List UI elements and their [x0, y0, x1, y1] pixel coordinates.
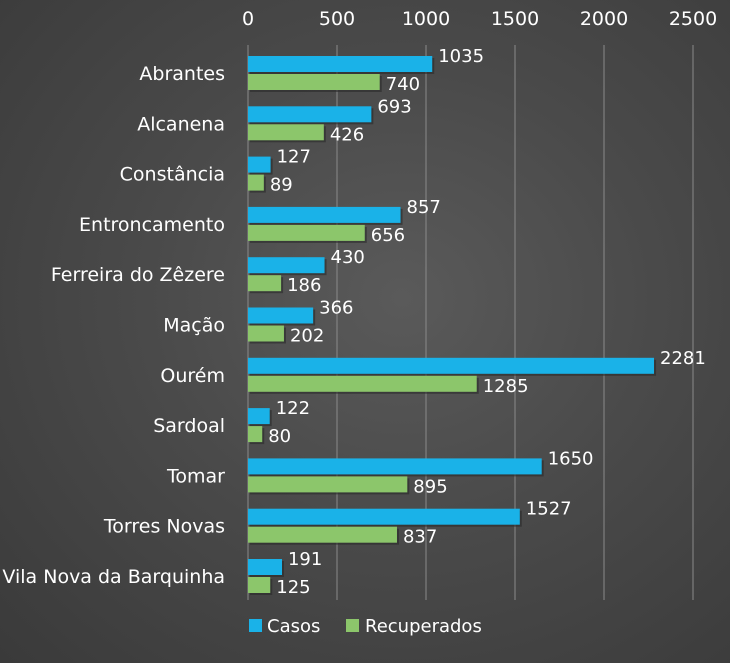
category-label: Abrantes: [139, 63, 225, 85]
data-label: 1527: [526, 499, 572, 520]
data-label: 127: [277, 147, 311, 168]
bar-recuperados: [248, 174, 264, 191]
category-label: Entroncamento: [79, 214, 225, 236]
bar-casos: [248, 357, 655, 374]
category-label: Tomar: [166, 465, 225, 487]
category-labels: Abrantes Alcanena Constância Entroncamento F…: [2, 63, 225, 588]
x-tick-label: 1000: [402, 8, 450, 30]
bar-casos: [248, 257, 325, 274]
bar-recuperados: [248, 275, 282, 292]
category-label: Ferreira do Zêzere: [51, 264, 225, 286]
category-label: Sardoal: [153, 415, 225, 437]
data-label: 837: [403, 527, 437, 548]
bar-casos: [248, 508, 520, 525]
bar-recuperados: [248, 476, 408, 493]
bar-casos: [248, 56, 433, 72]
category-label: Torres Novas: [103, 516, 225, 538]
x-axis-ticks: 0 500 1000 1500 2000 2500: [242, 8, 717, 30]
data-label: 122: [276, 398, 310, 419]
bar-casos: [248, 559, 282, 575]
x-tick-label: 2500: [669, 8, 717, 30]
data-label: 693: [377, 96, 411, 117]
category-label: Vila Nova da Barquinha: [2, 566, 225, 588]
data-label: 125: [276, 577, 310, 598]
bar-recuperados: [248, 577, 271, 593]
data-label: 740: [386, 74, 420, 95]
data-label: 191: [288, 549, 322, 570]
data-label: 1285: [483, 376, 529, 397]
legend: Casos Recuperados: [249, 616, 482, 637]
bar-casos: [248, 458, 542, 475]
data-label: 202: [290, 326, 324, 347]
x-tick-label: 2000: [580, 8, 628, 30]
x-tick-label: 0: [242, 8, 254, 30]
data-label: 366: [319, 298, 353, 319]
data-label: 186: [287, 275, 321, 296]
category-label: Alcanena: [137, 113, 225, 135]
bar-casos: [248, 106, 372, 123]
bar-recuperados: [248, 124, 324, 141]
x-tick-label: 500: [319, 8, 355, 30]
bar-recuperados: [248, 224, 365, 241]
bar-recuperados: [248, 325, 284, 342]
bar-casos: [248, 408, 270, 425]
data-label: 1650: [548, 448, 594, 469]
legend-swatch: [346, 619, 359, 632]
data-label: 430: [331, 247, 365, 268]
bar-recuperados: [248, 526, 397, 543]
bar-casos: [248, 156, 271, 173]
data-label: 656: [371, 225, 405, 246]
data-label: 80: [268, 426, 291, 447]
data-label: 426: [330, 124, 364, 145]
x-tick-label: 1500: [491, 8, 539, 30]
category-label: Constância: [120, 164, 225, 186]
bar-casos: [248, 307, 314, 324]
bar-recuperados: [248, 426, 263, 443]
data-label: 2281: [660, 348, 706, 369]
data-label: 857: [407, 197, 441, 218]
category-label: Ourém: [160, 365, 225, 387]
legend-label: Recuperados: [365, 616, 482, 637]
bar-casos: [248, 206, 401, 223]
gridlines: [247, 45, 694, 600]
bar-recuperados: [248, 375, 477, 392]
bar-recuperados: [248, 74, 380, 90]
legend-swatch: [249, 619, 262, 632]
category-label: Mação: [163, 315, 225, 337]
data-label: 895: [413, 476, 447, 497]
data-label: 89: [270, 175, 293, 196]
legend-label: Casos: [267, 616, 320, 637]
bars: [248, 56, 657, 595]
data-label: 1035: [438, 46, 484, 67]
